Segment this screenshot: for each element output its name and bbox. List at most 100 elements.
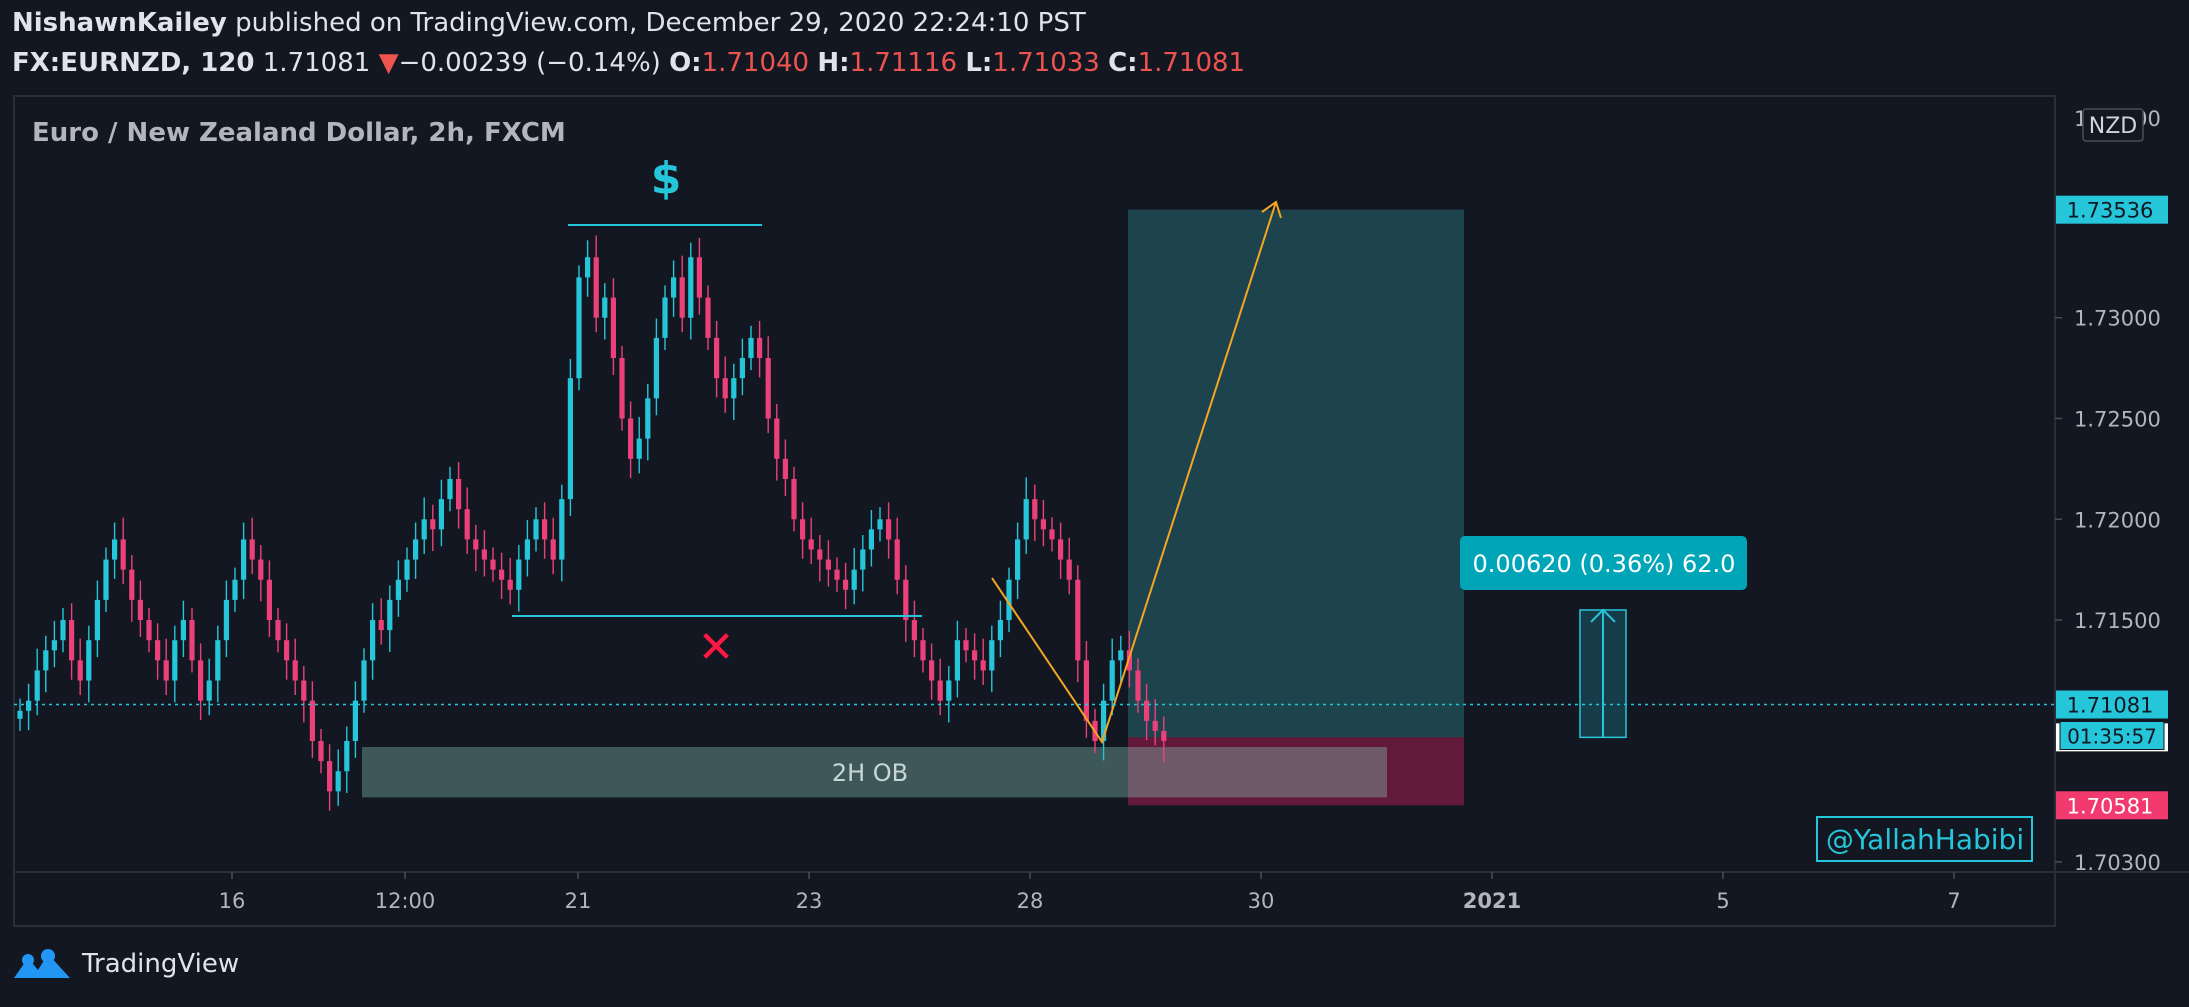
candle-body <box>172 640 178 681</box>
publish-date: published on TradingView.com, December 2… <box>235 8 1086 38</box>
candle-body <box>653 337 659 399</box>
candle-body <box>825 559 831 570</box>
candle-body <box>198 660 204 701</box>
candle-body <box>370 620 376 661</box>
candle-body <box>860 549 866 570</box>
time-tick-label: 16 <box>219 889 246 913</box>
candle-body <box>103 559 109 600</box>
open-label: O: <box>669 48 702 78</box>
candle-body <box>722 378 728 399</box>
candle-body <box>180 620 186 641</box>
candle-body <box>516 559 522 590</box>
candle-body <box>456 478 462 510</box>
close-value: 1.71081 <box>1137 48 1246 78</box>
candle-body <box>378 620 384 631</box>
candle-body <box>318 740 324 762</box>
candle-body <box>309 700 315 741</box>
candle-body <box>413 539 419 560</box>
candle-body <box>619 358 625 419</box>
currency-badge[interactable] <box>2082 108 2144 142</box>
candle-body <box>593 257 599 318</box>
candle-body <box>662 297 668 338</box>
low-value: 1.71033 <box>992 48 1100 78</box>
candle-body <box>524 539 530 560</box>
candle-body <box>490 559 496 570</box>
candle-body <box>851 569 857 590</box>
candle-body <box>275 620 281 641</box>
candle-body <box>834 569 840 580</box>
candle-body <box>1083 660 1089 721</box>
time-axis[interactable]: 16 12:00 21 23 28 30 2021 5 7 <box>219 872 1961 913</box>
time-tick-label: 28 <box>1017 889 1044 913</box>
close-label: C: <box>1108 48 1138 78</box>
candle-body <box>972 650 978 661</box>
candle-body <box>567 378 573 500</box>
profit-zone <box>1128 209 1464 738</box>
tradingview-footer[interactable]: TradingView <box>12 946 239 982</box>
price-tick-label: 1.73000 <box>2074 307 2161 331</box>
candle-body <box>714 337 720 379</box>
candle-body <box>77 660 83 681</box>
candle-body <box>757 337 763 359</box>
candle-body <box>94 599 100 641</box>
candle-body <box>26 700 32 711</box>
candle-body <box>602 297 608 318</box>
price-tick-label: 1.70300 <box>2074 851 2161 875</box>
symbol-label: FX:EURNZD, 120 <box>12 48 255 78</box>
candle-body <box>1152 720 1158 731</box>
projection-path[interactable] <box>991 201 1277 745</box>
loss-zone <box>1128 737 1464 806</box>
candle-body <box>954 640 960 681</box>
candle-body <box>980 660 986 671</box>
candle-body <box>1066 559 1072 580</box>
watermark-box <box>1816 816 2033 862</box>
candle-body <box>301 680 307 701</box>
candle-body <box>731 378 737 399</box>
price-change: −0.00239 (−0.14%) <box>398 48 661 78</box>
high-value: 1.71116 <box>849 48 958 78</box>
candle-body <box>817 549 823 560</box>
down-arrow-icon: ▼ <box>378 48 399 78</box>
candle-body <box>284 640 290 661</box>
candle-body <box>404 559 410 580</box>
candle-body <box>17 710 23 719</box>
time-tick-label: 30 <box>1248 889 1275 913</box>
current-price-label-bg <box>2056 690 2168 719</box>
candle-body <box>920 640 926 661</box>
candle-body <box>447 478 453 500</box>
candle-body <box>679 277 685 318</box>
price-axis[interactable]: 1.703001.715001.720001.725001.730001.740… <box>2055 107 2161 875</box>
time-tick-label: 2021 <box>1463 889 1521 913</box>
candle-body <box>215 640 221 681</box>
x-marker-icon: ✕ <box>698 622 735 673</box>
long-position-tool[interactable] <box>1128 209 1464 806</box>
candle-body <box>937 680 943 701</box>
author-name[interactable]: NishawnKailey <box>12 8 227 38</box>
candle-body <box>1075 579 1081 661</box>
candle-body <box>696 257 702 298</box>
price-range-measure[interactable]: 0.00620 (0.36%) 62.0 <box>1460 536 1747 739</box>
candle-body <box>1040 519 1046 530</box>
candles-layer <box>17 235 1167 811</box>
time-tick-label: 7 <box>1947 889 1960 913</box>
candle-body <box>645 398 651 439</box>
candle-body <box>576 277 582 379</box>
candle-body <box>258 559 264 580</box>
candle-body <box>1049 529 1055 540</box>
candle-body <box>34 670 40 701</box>
order-block-zone[interactable] <box>362 747 1387 798</box>
candle-body <box>163 660 169 681</box>
candle-body <box>911 620 917 641</box>
candle-body <box>69 620 75 661</box>
candle-body <box>808 539 814 550</box>
candle-body <box>335 771 341 792</box>
candle-body <box>430 519 436 530</box>
candle-body <box>800 519 806 540</box>
publish-info: NishawnKailey published on TradingView.c… <box>12 8 1086 38</box>
price-tick-label: 1.72000 <box>2074 508 2161 532</box>
measure-arrow-icon <box>1590 608 1616 623</box>
current-price-label: 1.71081 <box>2067 694 2154 718</box>
candle-body <box>739 358 745 379</box>
candle-body <box>791 478 797 520</box>
